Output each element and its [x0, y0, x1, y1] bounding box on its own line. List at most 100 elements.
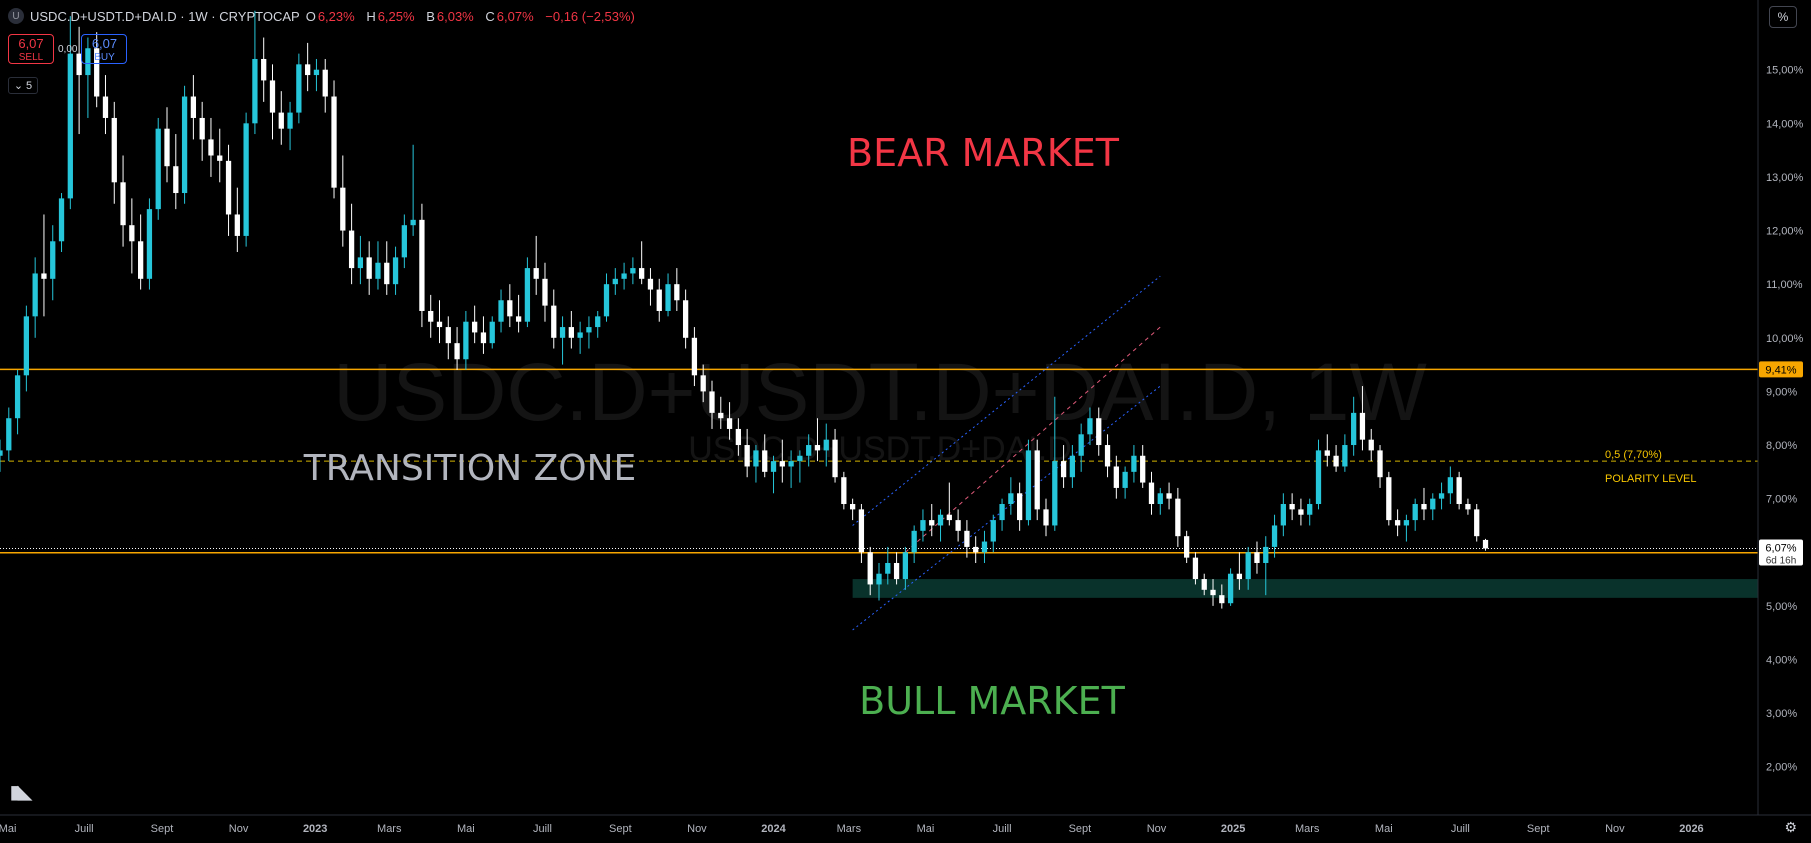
candle-body [261, 58, 267, 81]
candle [656, 278, 662, 322]
buy-button[interactable]: 6,07 BUY [81, 34, 128, 64]
candle-body [129, 225, 135, 242]
candle-body [67, 53, 73, 199]
candle [1386, 471, 1392, 526]
candle [612, 268, 618, 295]
candle-body [401, 225, 407, 258]
candle-body [1377, 450, 1383, 478]
y-tick-label: 12,00% [1766, 226, 1804, 238]
candle-body [586, 327, 592, 333]
gear-icon[interactable]: ⚙ [1784, 819, 1797, 835]
candle [1166, 482, 1172, 510]
last-price-tag: 6,07% [1765, 543, 1796, 555]
candle-body [1447, 477, 1453, 494]
candle-body [674, 284, 680, 301]
y-tick-label: 13,00% [1766, 172, 1804, 184]
candle-body [753, 450, 759, 467]
candle [463, 310, 469, 370]
candle [779, 439, 785, 483]
candle-body [32, 273, 38, 317]
candle-body [155, 128, 161, 210]
candle [568, 310, 574, 349]
symbol-title[interactable]: USDC.D+USDT.D+DAI.D · 1W · CRYPTOCAP [30, 8, 300, 24]
candle-body [445, 327, 451, 344]
candle-body [867, 552, 873, 585]
candle [744, 428, 750, 478]
candle [296, 53, 302, 124]
candle [41, 214, 47, 317]
candle-body [639, 268, 645, 279]
candle-body [542, 278, 548, 306]
candle-body [278, 112, 284, 129]
candle [14, 369, 21, 435]
candle [709, 380, 715, 429]
candle-body [568, 327, 574, 338]
candle [129, 198, 135, 274]
candle-body [832, 439, 838, 478]
candle [164, 107, 170, 183]
candle-body [436, 321, 443, 328]
y-tick-label: 9,00% [1766, 386, 1797, 398]
candle [322, 58, 328, 113]
candle-body [1474, 509, 1480, 537]
x-tick-label: Nov [1147, 823, 1167, 835]
candle-body [357, 257, 364, 269]
candle [691, 327, 698, 387]
candle-body [1148, 482, 1155, 505]
sell-button[interactable]: 6,07 SELL [8, 34, 54, 64]
candle [1359, 386, 1366, 451]
candle-body [621, 273, 627, 279]
candle [1324, 434, 1330, 467]
watermark: USDC.D+USDT.D+DAI.D, 1W [333, 347, 1427, 438]
candle [50, 225, 56, 301]
candle [23, 305, 30, 392]
candle [1227, 568, 1234, 606]
candle-body [366, 257, 372, 279]
candle-body [287, 112, 293, 129]
candle [1351, 396, 1357, 456]
candle-body [1122, 471, 1128, 488]
candle-body [305, 64, 311, 76]
candle [902, 546, 909, 590]
x-tick-label: Mai [917, 823, 935, 835]
candle-body [788, 461, 794, 467]
candle-body [1386, 477, 1392, 521]
candle [832, 428, 838, 483]
candle-body [1078, 434, 1084, 456]
candle-body [1236, 573, 1243, 580]
candle [261, 37, 267, 102]
candle [533, 235, 539, 295]
candle-body [744, 445, 750, 467]
x-tick-label: Juill [533, 823, 552, 835]
candle-body [1060, 461, 1067, 478]
candle [1201, 573, 1207, 596]
candle [1052, 396, 1058, 531]
candle [181, 85, 188, 204]
chart-header: U USDC.D+USDT.D+DAI.D · 1W · CRYPTOCAP O… [8, 8, 635, 24]
candle [1017, 482, 1023, 531]
candle [1087, 407, 1093, 446]
candle-body [384, 262, 390, 285]
candle-body [1342, 445, 1348, 467]
x-tick-label: 2024 [761, 823, 786, 835]
indicators-toggle[interactable]: ⌄ 5 [8, 77, 38, 94]
candle [305, 42, 311, 92]
y-tick-label: 3,00% [1766, 708, 1797, 720]
percent-scale-button[interactable]: % [1769, 6, 1797, 28]
x-tick-label: Juill [1451, 823, 1470, 835]
candle [515, 294, 522, 333]
candle-body [1113, 466, 1119, 488]
candle [1465, 498, 1471, 515]
candle [621, 262, 627, 290]
candle-body [1456, 477, 1462, 505]
candle-body [428, 310, 434, 322]
x-tick-label: 2025 [1221, 823, 1245, 835]
candle [1430, 493, 1436, 521]
candle-body [1166, 493, 1172, 499]
candle-body [1104, 445, 1111, 467]
polarity-level-label: POLARITY LEVEL [1605, 473, 1697, 485]
x-tick-label: Sept [1527, 823, 1550, 835]
candle [208, 117, 214, 177]
candle [1403, 514, 1410, 542]
